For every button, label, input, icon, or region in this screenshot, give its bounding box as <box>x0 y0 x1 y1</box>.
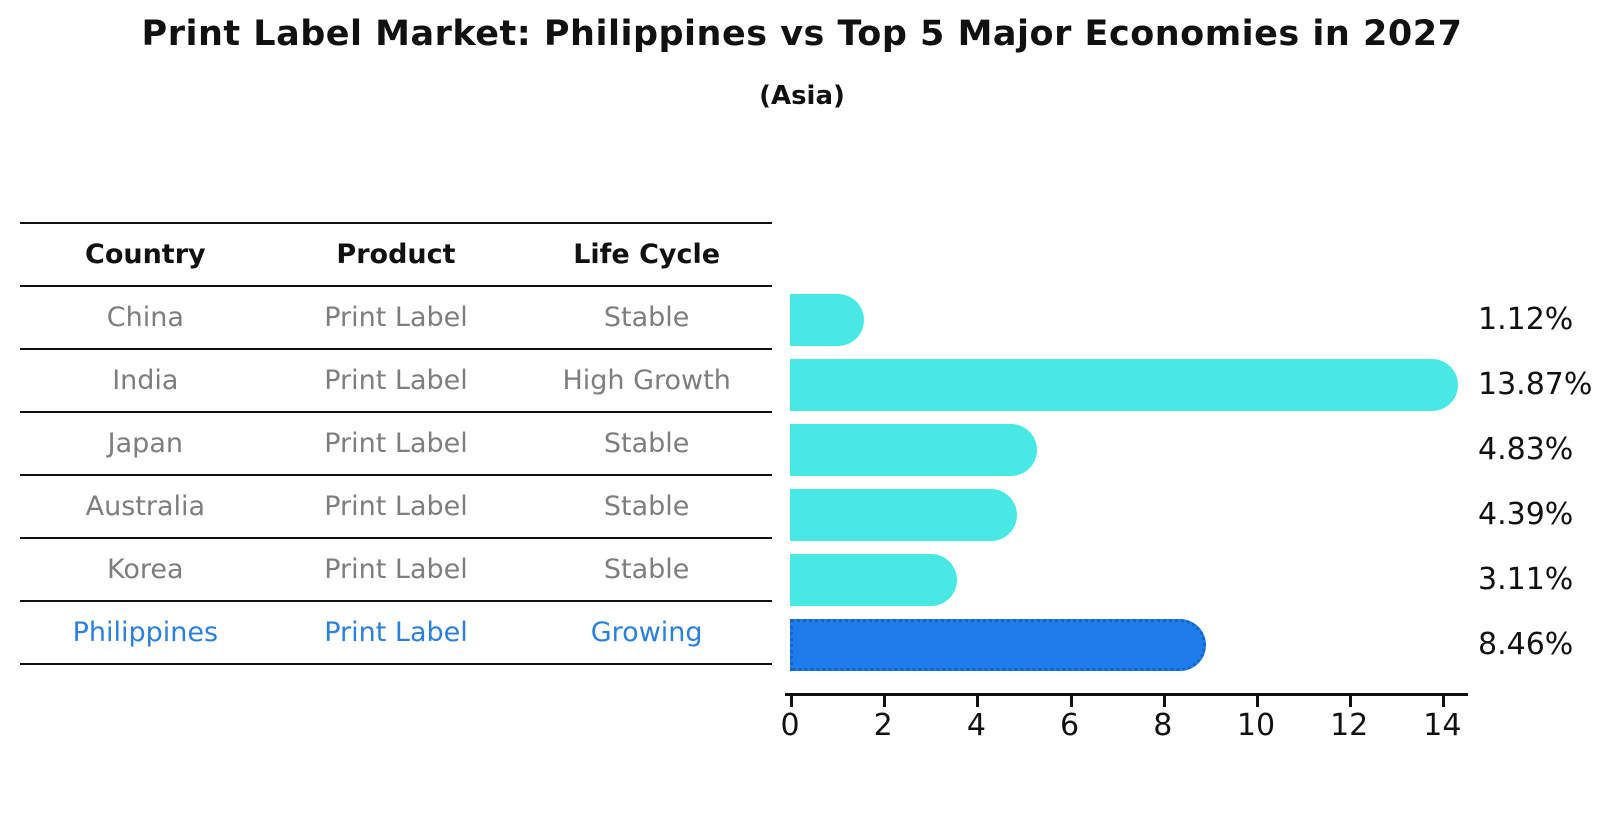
x-axis-line <box>785 693 1468 696</box>
x-axis-tick <box>1442 696 1446 707</box>
country-cell: Japan <box>20 412 271 476</box>
x-axis-tick-label: 2 <box>873 708 893 743</box>
table-row: Philippines Print Label Growing <box>20 601 772 665</box>
table-header-row: Country Product Life Cycle <box>20 223 772 287</box>
product-cell: Print Label <box>270 601 522 665</box>
chart-subtitle: (Asia) <box>759 81 845 111</box>
bar-china <box>790 293 865 346</box>
product-cell: Print Label <box>270 349 522 413</box>
x-axis-tick-label: 14 <box>1423 708 1462 743</box>
life-cycle-cell: Stable <box>521 538 772 602</box>
value-label-india: 13.87% <box>1478 367 1593 402</box>
header-product: Product <box>270 223 522 287</box>
country-table: Country Product Life Cycle China Print L… <box>20 222 772 665</box>
value-label-australia: 4.39% <box>1478 497 1574 532</box>
product-cell: Print Label <box>270 475 522 539</box>
x-axis-tick <box>883 696 887 707</box>
x-axis-tick <box>976 696 980 707</box>
bar-korea <box>790 553 957 606</box>
table-row: Australia Print Label Stable <box>20 475 772 539</box>
table-row: Japan Print Label Stable <box>20 412 772 476</box>
header-life-cycle: Life Cycle <box>521 223 772 287</box>
table-row: India Print Label High Growth <box>20 349 772 413</box>
bar-india <box>790 358 1459 411</box>
value-label-korea: 3.11% <box>1478 562 1574 597</box>
product-cell: Print Label <box>270 286 522 350</box>
value-label-japan: 4.83% <box>1478 432 1574 467</box>
country-cell: Australia <box>20 475 271 539</box>
table-row: Korea Print Label Stable <box>20 538 772 602</box>
x-axis-tick <box>790 696 793 707</box>
x-axis-tick-label: 12 <box>1330 708 1369 743</box>
product-cell: Print Label <box>270 538 522 602</box>
x-axis-tick-label: 10 <box>1236 708 1276 743</box>
x-axis-tick <box>1162 696 1166 707</box>
life-cycle-cell: Stable <box>521 475 772 539</box>
x-axis-tick-label: 4 <box>966 708 986 743</box>
product-cell: Print Label <box>270 412 522 476</box>
country-cell: Korea <box>20 538 271 602</box>
bar-australia <box>790 488 1017 541</box>
life-cycle-cell: High Growth <box>521 349 772 413</box>
life-cycle-cell: Growing <box>521 601 772 665</box>
x-axis-tick-label: 6 <box>1060 708 1080 743</box>
x-axis-tick-label: 0 <box>780 708 800 743</box>
x-axis-tick <box>1069 696 1073 707</box>
x-axis-tick <box>1256 696 1259 707</box>
table-row: China Print Label Stable <box>20 286 772 350</box>
x-axis-tick <box>1349 696 1353 707</box>
bar-philippines <box>790 618 1207 671</box>
bar-japan <box>790 423 1038 476</box>
value-label-philippines: 8.46% <box>1478 627 1574 662</box>
x-axis-tick-label: 8 <box>1153 708 1173 743</box>
value-label-china: 1.12% <box>1478 302 1574 337</box>
chart-title: Print Label Market: Philippines vs Top 5… <box>141 14 1463 54</box>
life-cycle-cell: Stable <box>521 412 772 476</box>
life-cycle-cell: Stable <box>521 286 772 350</box>
country-cell: Philippines <box>20 601 271 665</box>
country-cell: China <box>20 286 271 350</box>
header-country: Country <box>20 223 271 287</box>
country-cell: India <box>20 349 271 413</box>
